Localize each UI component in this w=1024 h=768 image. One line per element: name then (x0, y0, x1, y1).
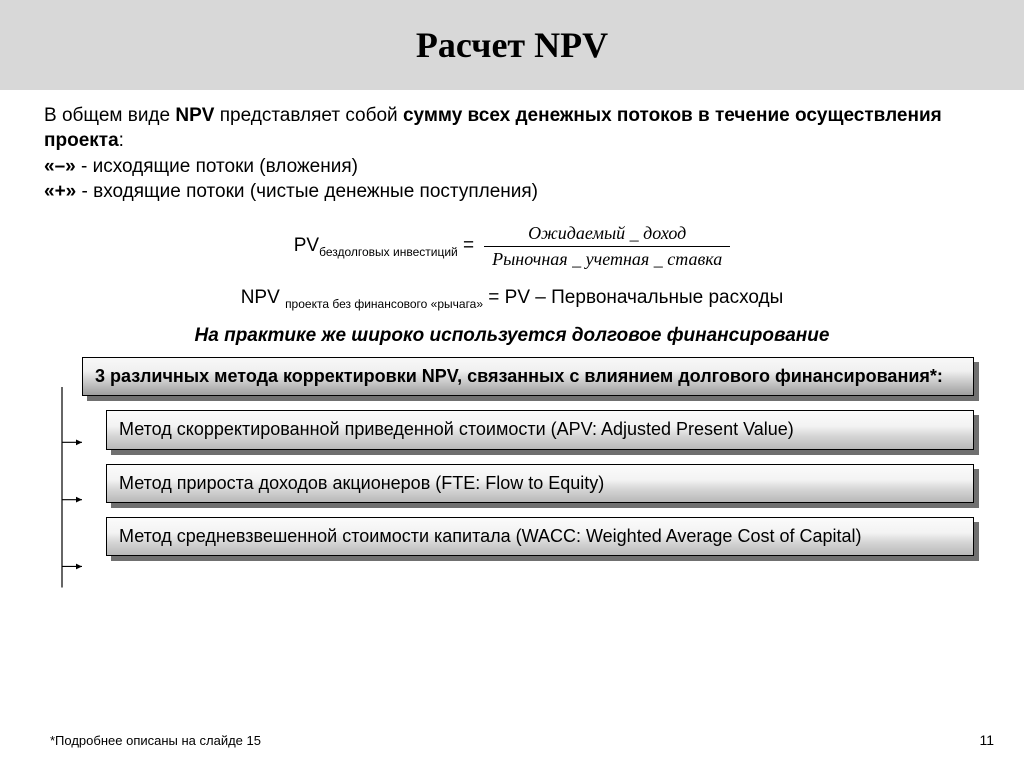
methods-area: 3 различных метода корректировки NPV, св… (82, 357, 974, 557)
methods-header-box: 3 различных метода корректировки NPV, св… (82, 357, 974, 396)
formula-block: PVбездолговых инвестиций = Ожидаемый _ д… (44, 223, 980, 311)
pv-eq: = (458, 235, 474, 256)
intro-npv: NPV (175, 105, 214, 126)
plus-text: - входящие потоки (чистые денежные посту… (76, 181, 538, 202)
pv-sub: бездолговых инвестиций (319, 245, 458, 259)
plus-sign: «+» (44, 181, 76, 202)
pv-left: PVбездолговых инвестиций = (294, 235, 474, 259)
intro-lead-pre: В общем виде (44, 105, 175, 126)
intro-lead-mid: представляет собой (214, 105, 403, 126)
method-box-wacc: Метод средневзвешенной стоимости капитал… (106, 517, 974, 556)
method-wacc: Метод средневзвешенной стоимости капитал… (106, 517, 974, 556)
pv-label: PV (294, 235, 319, 256)
methods-header: 3 различных метода корректировки NPV, св… (82, 357, 974, 396)
npv-sub: проекта без финансового «рычага» (285, 297, 483, 311)
intro-minus: «–» - исходящие потоки (вложения) (44, 155, 980, 180)
fraction-denominator: Рыночная _ учетная _ ставка (484, 246, 730, 271)
method-apv: Метод скорректированной приведенной стои… (106, 410, 974, 449)
method-box-apv: Метод скорректированной приведенной стои… (106, 410, 974, 449)
page-number: 11 (979, 732, 994, 748)
intro-lead-post: : (119, 130, 124, 151)
fraction-numerator: Ожидаемый _ доход (484, 223, 730, 247)
practice-note: На практике же широко используется долго… (44, 325, 980, 347)
footnote: *Подробнее описаны на слайде 15 (50, 733, 261, 748)
intro-plus: «+» - входящие потоки (чистые денежные п… (44, 180, 980, 205)
pv-formula: PVбездолговых инвестиций = Ожидаемый _ д… (294, 223, 731, 271)
method-fte: Метод прироста доходов акционеров (FTE: … (106, 464, 974, 503)
connector-lines (52, 387, 82, 597)
npv-formula: NPV проекта без финансового «рычага» = P… (44, 287, 980, 311)
minus-text: - исходящие потоки (вложения) (76, 156, 358, 177)
npv-label: NPV (241, 287, 285, 308)
title-bar: Расчет NPV (0, 0, 1024, 90)
slide-title: Расчет NPV (416, 24, 608, 66)
pv-fraction: Ожидаемый _ доход Рыночная _ учетная _ с… (484, 223, 730, 271)
content-area: В общем виде NPV представляет собой сумм… (0, 90, 1024, 556)
minus-sign: «–» (44, 156, 76, 177)
npv-rhs: = PV – Первоначальные расходы (483, 287, 783, 308)
method-box-fte: Метод прироста доходов акционеров (FTE: … (106, 464, 974, 503)
intro-lead: В общем виде NPV представляет собой сумм… (44, 104, 980, 153)
intro-text: В общем виде NPV представляет собой сумм… (44, 104, 980, 205)
